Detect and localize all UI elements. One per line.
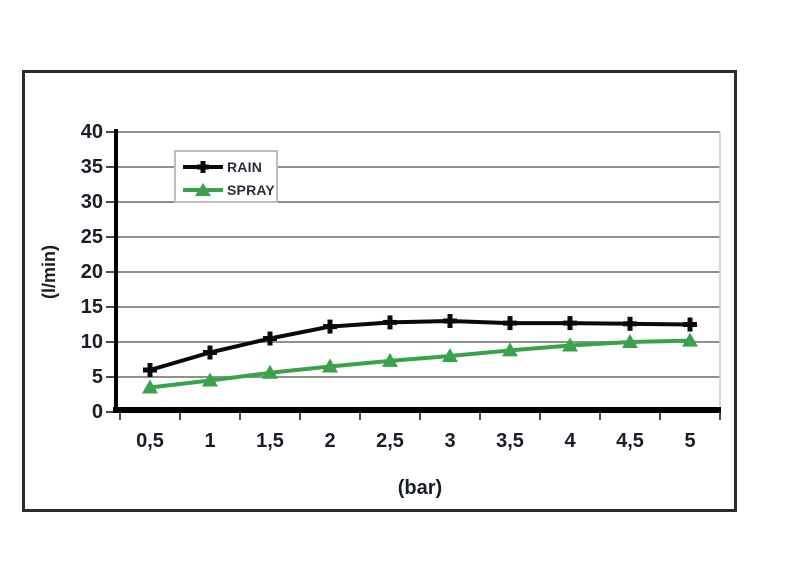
- legend-item-spray: SPRAY: [181, 178, 276, 201]
- x-tick-label: 2,5: [376, 430, 404, 452]
- y-tick-label: 5: [91, 366, 103, 388]
- chart-frame: [22, 70, 737, 512]
- y-tick-label: 35: [80, 156, 103, 178]
- x-tick-label: 1,5: [256, 430, 284, 452]
- x-tick-label: 2: [324, 430, 336, 452]
- x-tick-label: 0,5: [136, 430, 164, 452]
- x-tick-label: 5: [684, 430, 696, 452]
- x-tick-label: 3: [444, 430, 456, 452]
- x-tick-label: 4,5: [616, 430, 644, 452]
- y-tick-label: 20: [80, 261, 103, 283]
- y-tick-label: 40: [80, 121, 103, 143]
- legend-label-rain: RAIN: [227, 158, 263, 175]
- y-tick-label: 15: [80, 296, 103, 318]
- y-axis-title: (l/min): [39, 245, 59, 299]
- y-tick-label: 0: [91, 401, 103, 423]
- y-tick-label: 30: [80, 191, 103, 213]
- x-axis-title: (bar): [397, 477, 443, 499]
- y-tick-label: 25: [80, 226, 103, 248]
- rain-plus-marker-icon: [183, 160, 223, 173]
- legend: RAIN SPRAY: [174, 150, 278, 203]
- x-tick-label: 4: [564, 430, 576, 452]
- x-tick-label: 3,5: [496, 430, 524, 452]
- spray-triangle-marker-icon: [183, 182, 223, 196]
- legend-item-rain: RAIN: [181, 155, 276, 178]
- y-tick-label: 10: [80, 331, 103, 353]
- legend-label-spray: SPRAY: [227, 181, 275, 198]
- x-tick-label: 1: [204, 430, 216, 452]
